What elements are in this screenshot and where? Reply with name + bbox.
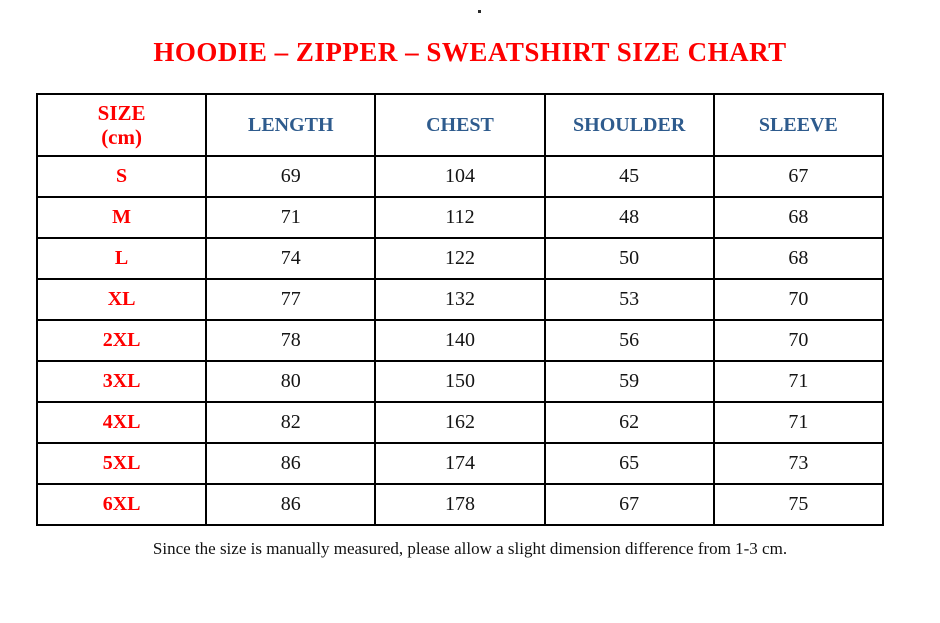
table-cell: 70 — [712, 278, 885, 321]
row-label-xl: XL — [35, 278, 208, 321]
table-cell: 140 — [374, 319, 546, 362]
row-label-l: L — [35, 237, 208, 280]
row-label-m: M — [35, 196, 208, 239]
table-cell: 50 — [543, 237, 715, 280]
table-row-3xl: 3XL 80 150 59 71 — [35, 360, 885, 403]
table-cell: 67 — [543, 483, 715, 526]
page-title: HOODIE – ZIPPER – SWEATSHIRT SIZE CHART — [153, 37, 787, 67]
column-header-shoulder: SHOULDER — [543, 93, 715, 157]
table-cell: 86 — [205, 483, 377, 526]
header-row: SIZE (cm) LENGTH CHEST SHOULDER SLEEVE — [35, 93, 885, 157]
table-cell: 45 — [543, 155, 715, 198]
table-cell: 74 — [205, 237, 377, 280]
column-header-size: SIZE (cm) — [35, 93, 208, 157]
table-row-4xl: 4XL 82 162 62 71 — [35, 401, 885, 444]
size-chart-table: SIZE (cm) LENGTH CHEST SHOULDER SLEEVE S… — [35, 93, 885, 526]
size-header-line1: SIZE — [97, 100, 146, 125]
table-cell: 71 — [712, 360, 885, 403]
table-cell: 78 — [205, 319, 377, 362]
column-header-sleeve: SLEEVE — [712, 93, 885, 157]
table-cell: 82 — [205, 401, 377, 444]
table-row-5xl: 5XL 86 174 65 73 — [35, 442, 885, 485]
table-cell: 112 — [374, 196, 546, 239]
table-cell: 73 — [712, 442, 885, 485]
table-cell: 59 — [543, 360, 715, 403]
stray-dot-artifact — [478, 10, 481, 13]
table-cell: 178 — [374, 483, 546, 526]
table-row-6xl: 6XL 86 178 67 75 — [35, 483, 885, 526]
table-cell: 77 — [205, 278, 377, 321]
row-label-6xl: 6XL — [35, 483, 208, 526]
table-cell: 62 — [543, 401, 715, 444]
table-cell: 48 — [543, 196, 715, 239]
table-row-xl: XL 77 132 53 70 — [35, 278, 885, 321]
table-cell: 71 — [712, 401, 885, 444]
column-header-length: LENGTH — [205, 93, 377, 157]
row-label-s: S — [35, 155, 208, 198]
table-row-l: L 74 122 50 68 — [35, 237, 885, 280]
table-header: SIZE (cm) LENGTH CHEST SHOULDER SLEEVE — [35, 93, 885, 157]
row-label-3xl: 3XL — [35, 360, 208, 403]
row-label-4xl: 4XL — [35, 401, 208, 444]
table-cell: 69 — [205, 155, 377, 198]
row-label-5xl: 5XL — [35, 442, 208, 485]
table-cell: 70 — [712, 319, 885, 362]
table-cell: 65 — [543, 442, 715, 485]
table-cell: 174 — [374, 442, 546, 485]
table-cell: 56 — [543, 319, 715, 362]
table-row-2xl: 2XL 78 140 56 70 — [35, 319, 885, 362]
table-cell: 68 — [712, 196, 885, 239]
table-row-s: S 69 104 45 67 — [35, 155, 885, 198]
table-cell: 53 — [543, 278, 715, 321]
table-cell: 150 — [374, 360, 546, 403]
table-cell: 75 — [712, 483, 885, 526]
table-cell: 68 — [712, 237, 885, 280]
table-body: S 69 104 45 67 M 71 112 48 68 L 74 122 5… — [35, 155, 885, 526]
column-header-chest: CHEST — [374, 93, 546, 157]
table-cell: 132 — [374, 278, 546, 321]
table-cell: 67 — [712, 155, 885, 198]
table-cell: 80 — [205, 360, 377, 403]
row-label-2xl: 2XL — [35, 319, 208, 362]
measurement-note: Since the size is manually measured, ple… — [152, 539, 788, 558]
table-cell: 122 — [374, 237, 546, 280]
table-cell: 162 — [374, 401, 546, 444]
table-cell: 71 — [205, 196, 377, 239]
table-cell: 86 — [205, 442, 377, 485]
size-header-line2: (cm) — [101, 125, 142, 149]
table-row-m: M 71 112 48 68 — [35, 196, 885, 239]
table-cell: 104 — [374, 155, 546, 198]
